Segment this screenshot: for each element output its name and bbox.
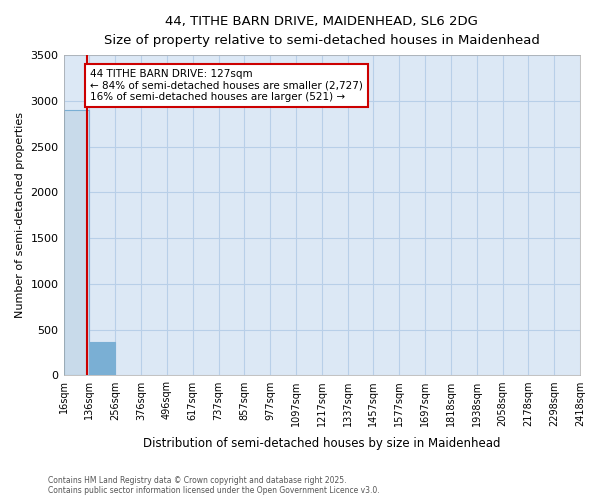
Title: 44, TITHE BARN DRIVE, MAIDENHEAD, SL6 2DG
Size of property relative to semi-deta: 44, TITHE BARN DRIVE, MAIDENHEAD, SL6 2D… <box>104 15 540 47</box>
Text: Contains HM Land Registry data © Crown copyright and database right 2025.
Contai: Contains HM Land Registry data © Crown c… <box>48 476 380 495</box>
Bar <box>89 342 115 376</box>
X-axis label: Distribution of semi-detached houses by size in Maidenhead: Distribution of semi-detached houses by … <box>143 437 500 450</box>
Text: 44 TITHE BARN DRIVE: 127sqm
← 84% of semi-detached houses are smaller (2,727)
16: 44 TITHE BARN DRIVE: 127sqm ← 84% of sem… <box>90 69 363 102</box>
Bar <box>64 110 89 376</box>
Y-axis label: Number of semi-detached properties: Number of semi-detached properties <box>15 112 25 318</box>
